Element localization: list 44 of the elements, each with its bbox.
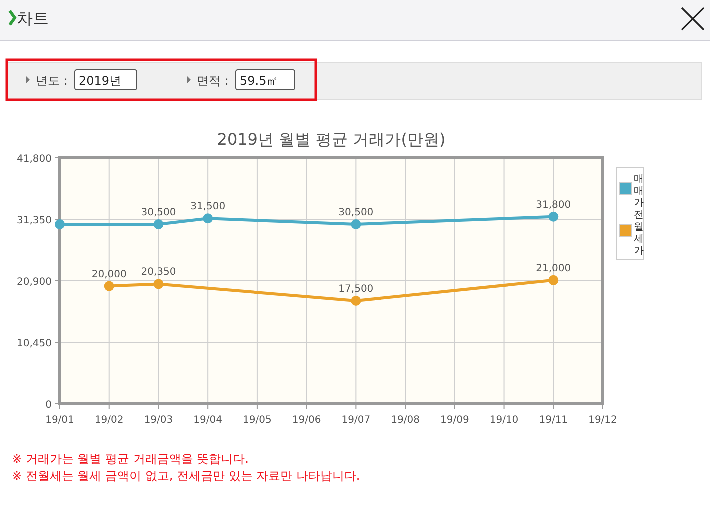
x-tick-label: 19/12 <box>588 415 618 426</box>
y-tick-label: 10,450 <box>17 338 52 350</box>
data-label: 31,500 <box>190 202 226 213</box>
x-tick-label: 19/09 <box>440 415 470 426</box>
point <box>548 212 559 222</box>
text: 2019년 <box>79 74 122 88</box>
x-tick-label: 19/07 <box>342 415 371 426</box>
text: ※ 거래가는 월별 평균 거래금액을 뜻합니다. <box>12 452 249 466</box>
point <box>203 214 214 224</box>
x-tick-label: 19/02 <box>94 415 124 426</box>
point <box>154 220 164 230</box>
text: 년도 : <box>36 74 68 88</box>
y-tick-label: 41,800 <box>17 154 52 165</box>
point <box>351 296 362 306</box>
data-label: 31,800 <box>536 200 572 211</box>
x-tick-label: 19/03 <box>144 415 174 426</box>
x-tick-label: 19/08 <box>391 415 420 426</box>
x-tick-label: 19/05 <box>243 415 272 426</box>
x-tick-label: 19/04 <box>194 415 223 426</box>
point <box>104 281 114 292</box>
text: 차트 <box>17 9 49 28</box>
x-tick-label: 19/11 <box>539 415 568 426</box>
point <box>351 220 362 230</box>
point <box>55 220 65 230</box>
x-tick-label: 19/06 <box>292 415 322 426</box>
legend-label: 매매가 <box>634 174 644 209</box>
x-tick-label: 19/01 <box>46 415 74 426</box>
data-label: 30,500 <box>338 208 374 218</box>
data-label: 20,350 <box>141 267 176 278</box>
data-label: 17,500 <box>338 284 374 296</box>
chart-title: 2019년 월별 평균 거래가(만원) <box>217 130 446 149</box>
data-label: 20,000 <box>92 269 127 280</box>
text: ※ 전월세는 월세 금액이 없고, 전세금만 있는 자료만 나타납니다. <box>12 469 360 483</box>
point <box>154 279 164 290</box>
x-tick-label: 19/10 <box>490 415 519 426</box>
text: 면적 : <box>197 74 229 88</box>
y-tick-label: 20,900 <box>17 277 52 288</box>
y-tick-label: 31,350 <box>17 216 52 226</box>
legend-label: 전월세가 <box>634 210 644 257</box>
point <box>548 275 559 286</box>
data-label: 30,500 <box>141 208 176 218</box>
y-tick-label: 0 <box>46 400 52 411</box>
data-label: 21,000 <box>536 263 572 274</box>
text: 59.5㎡ <box>240 74 279 88</box>
